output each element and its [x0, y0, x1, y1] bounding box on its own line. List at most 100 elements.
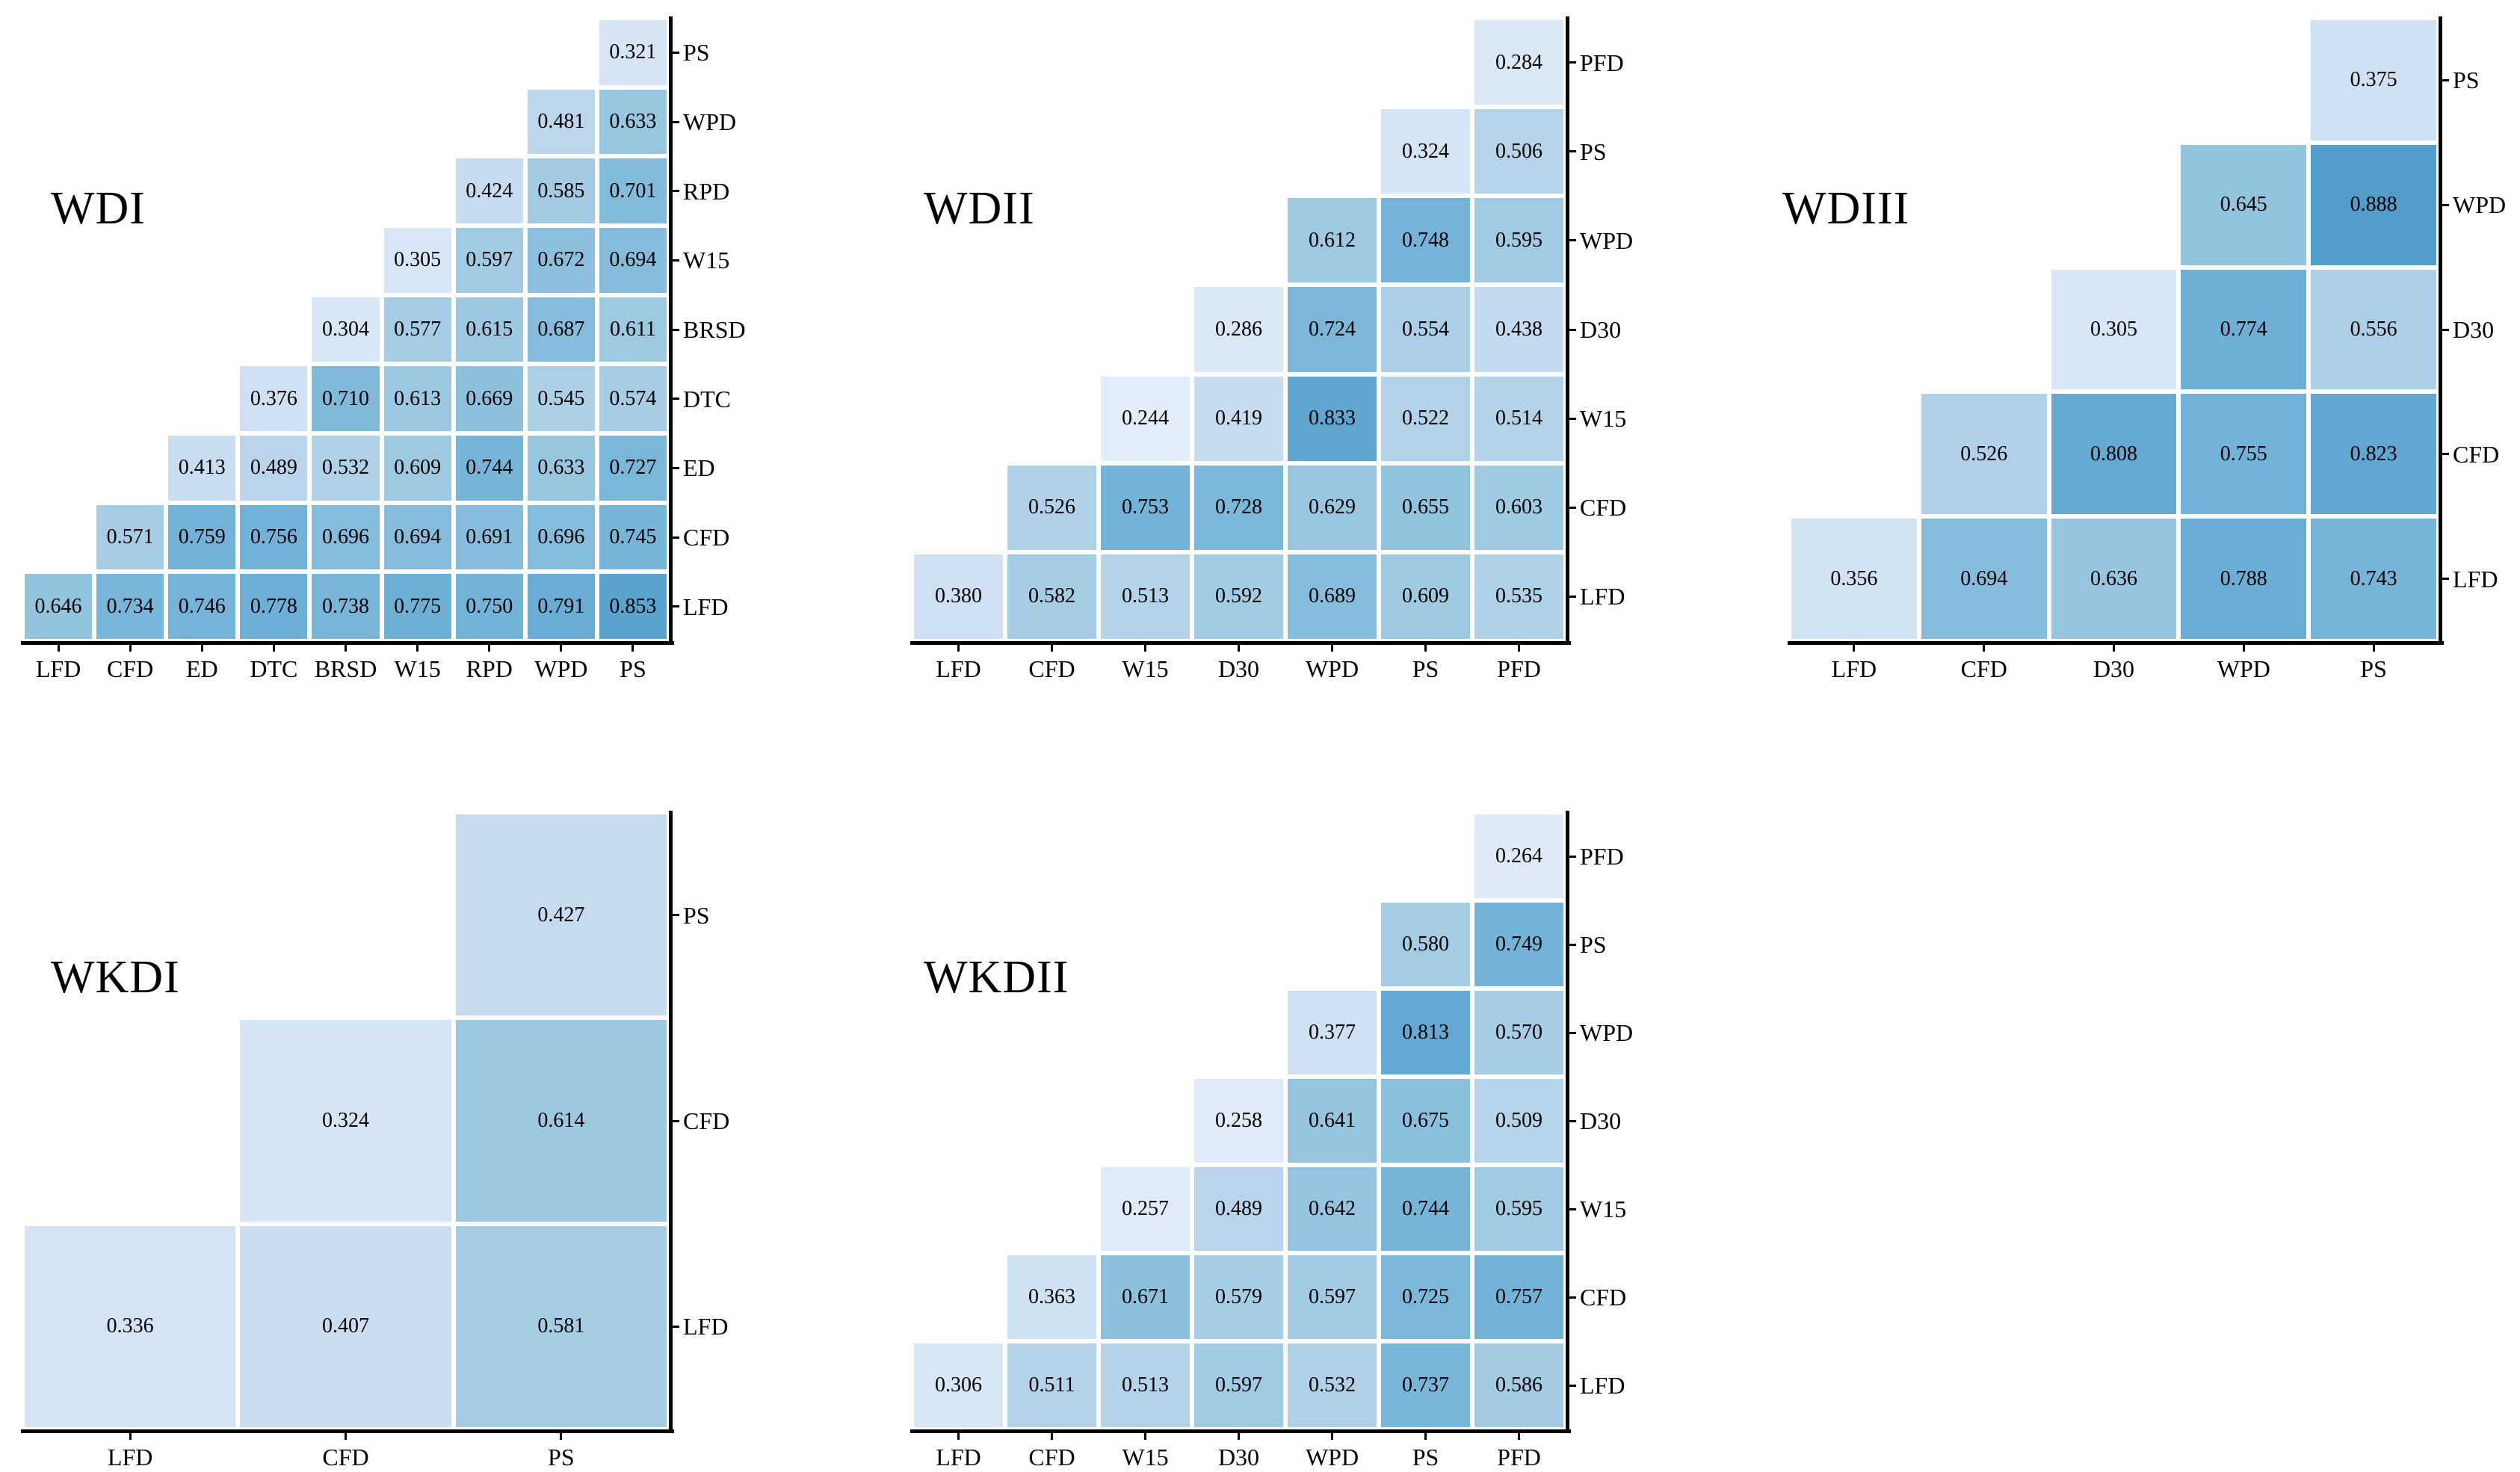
x-tick-label: W15: [1122, 655, 1169, 682]
heatmap-cell: 0.614: [455, 1020, 667, 1222]
heatmap-cell: 0.514: [1474, 376, 1563, 461]
y-axis-line: [1566, 16, 1569, 645]
y-tick-label: D30: [1580, 316, 1622, 343]
y-tick-label: BRSD: [683, 316, 746, 343]
x-tick-label: CFD: [1028, 655, 1075, 682]
y-tick-label: WPD: [1580, 1019, 1634, 1046]
y-tick: [1569, 1384, 1576, 1387]
heatmap-cell: 0.509: [1474, 1079, 1563, 1163]
x-tick-label: LFD: [936, 1444, 981, 1471]
x-tick-label: CFD: [1960, 655, 2007, 682]
y-tick: [1569, 417, 1576, 420]
y-tick: [1569, 1119, 1576, 1122]
x-tick-label: RPD: [466, 655, 513, 682]
y-tick-label: PS: [1580, 137, 1607, 165]
heatmap-cell: 0.775: [383, 574, 451, 639]
y-tick: [673, 914, 679, 917]
heatmap-cell: 0.746: [168, 574, 236, 639]
x-tick: [1424, 1433, 1427, 1440]
heatmap-cell: 0.612: [1288, 198, 1377, 283]
heatmap-cell: 0.506: [1474, 109, 1563, 194]
heatmap-cell: 0.585: [527, 158, 595, 223]
heatmap-cell: 0.321: [599, 20, 667, 85]
y-tick: [673, 259, 679, 262]
x-tick-label: ED: [185, 655, 218, 682]
x-tick-label: BRSD: [314, 655, 377, 682]
x-tick: [200, 645, 203, 652]
heatmap-cell: 0.696: [312, 504, 380, 570]
heatmap-cell: 0.696: [527, 504, 595, 570]
x-tick: [129, 645, 132, 652]
x-tick: [488, 645, 491, 652]
heatmap-cell: 0.756: [240, 504, 308, 570]
heatmap-cell: 0.813: [1381, 991, 1470, 1074]
heatmap-cell: 0.691: [455, 504, 523, 570]
heatmap-cell: 0.513: [1101, 1343, 1190, 1427]
heatmap-cell: 0.375: [2311, 20, 2436, 140]
x-tick: [1331, 645, 1333, 652]
heatmap-cell: 0.655: [1381, 465, 1470, 550]
heatmap-cell: 0.592: [1194, 554, 1283, 639]
heatmap-cell: 0.833: [1288, 376, 1377, 461]
heatmap-cell: 0.595: [1474, 198, 1563, 283]
heatmap-cell: 0.522: [1381, 376, 1470, 461]
y-tick-label: PS: [2453, 67, 2480, 94]
heatmap-cell: 0.489: [240, 436, 308, 501]
y-tick-label: CFD: [2453, 440, 2500, 468]
heatmap-cell: 0.597: [1288, 1255, 1377, 1339]
heatmap-cell: 0.633: [527, 436, 595, 501]
x-tick-label: PS: [620, 655, 646, 682]
heatmap-cell: 0.595: [1474, 1167, 1563, 1251]
x-tick: [560, 1433, 563, 1440]
heatmap-cell: 0.586: [1474, 1343, 1563, 1427]
heatmap-cell: 0.380: [914, 554, 1003, 639]
x-tick: [1238, 1433, 1240, 1440]
y-tick-label: W15: [683, 247, 730, 274]
heatmap-cell: 0.582: [1007, 554, 1096, 639]
heatmap-cell: 0.577: [383, 297, 451, 362]
y-tick-label: LFD: [1580, 583, 1625, 610]
y-tick-label: LFD: [1580, 1372, 1625, 1399]
y-tick-label: PFD: [1580, 843, 1624, 870]
heatmap-cell: 0.532: [312, 436, 380, 501]
y-tick: [1569, 1207, 1576, 1210]
y-tick: [673, 328, 679, 331]
y-tick: [2442, 578, 2449, 581]
heatmap-cell: 0.629: [1288, 465, 1377, 550]
heatmap-cell: 0.642: [1288, 1167, 1377, 1251]
y-tick-label: ED: [683, 454, 715, 482]
heatmap-cell: 0.324: [1381, 109, 1470, 194]
heatmap-cell: 0.413: [168, 436, 236, 501]
panel-title-wkdi: WKDI: [51, 952, 180, 1003]
y-tick: [1569, 61, 1576, 64]
heatmap-cell: 0.545: [527, 366, 595, 431]
y-tick: [2442, 453, 2449, 456]
x-tick: [272, 645, 275, 652]
heatmap-cell: 0.336: [25, 1225, 236, 1427]
x-tick-label: PFD: [1497, 655, 1541, 682]
y-axis-line: [669, 16, 673, 645]
x-tick: [1144, 1433, 1146, 1440]
heatmap-cell: 0.363: [1007, 1255, 1096, 1339]
heatmap-cell: 0.672: [527, 228, 595, 293]
x-tick-label: PFD: [1497, 1444, 1541, 1471]
y-tick-label: CFD: [1580, 494, 1627, 522]
y-tick: [673, 120, 679, 123]
heatmap-cell: 0.377: [1288, 991, 1377, 1074]
heatmap-cell: 0.615: [455, 297, 523, 362]
x-tick: [57, 645, 60, 652]
x-axis-line: [910, 1429, 1571, 1433]
heatmap-cell: 0.646: [25, 574, 93, 639]
y-tick-label: WPD: [2453, 191, 2507, 219]
heatmap-cell: 0.671: [1101, 1255, 1190, 1339]
y-tick-label: PS: [683, 901, 710, 929]
heatmap-cell: 0.774: [2181, 269, 2307, 390]
y-tick: [673, 536, 679, 539]
y-tick-label: LFD: [683, 1313, 729, 1340]
x-tick: [1051, 1433, 1053, 1440]
heatmap-cell: 0.286: [1194, 287, 1283, 372]
x-tick: [345, 645, 347, 652]
heatmap-cell: 0.633: [599, 89, 667, 155]
heatmap-cell: 0.609: [383, 436, 451, 501]
